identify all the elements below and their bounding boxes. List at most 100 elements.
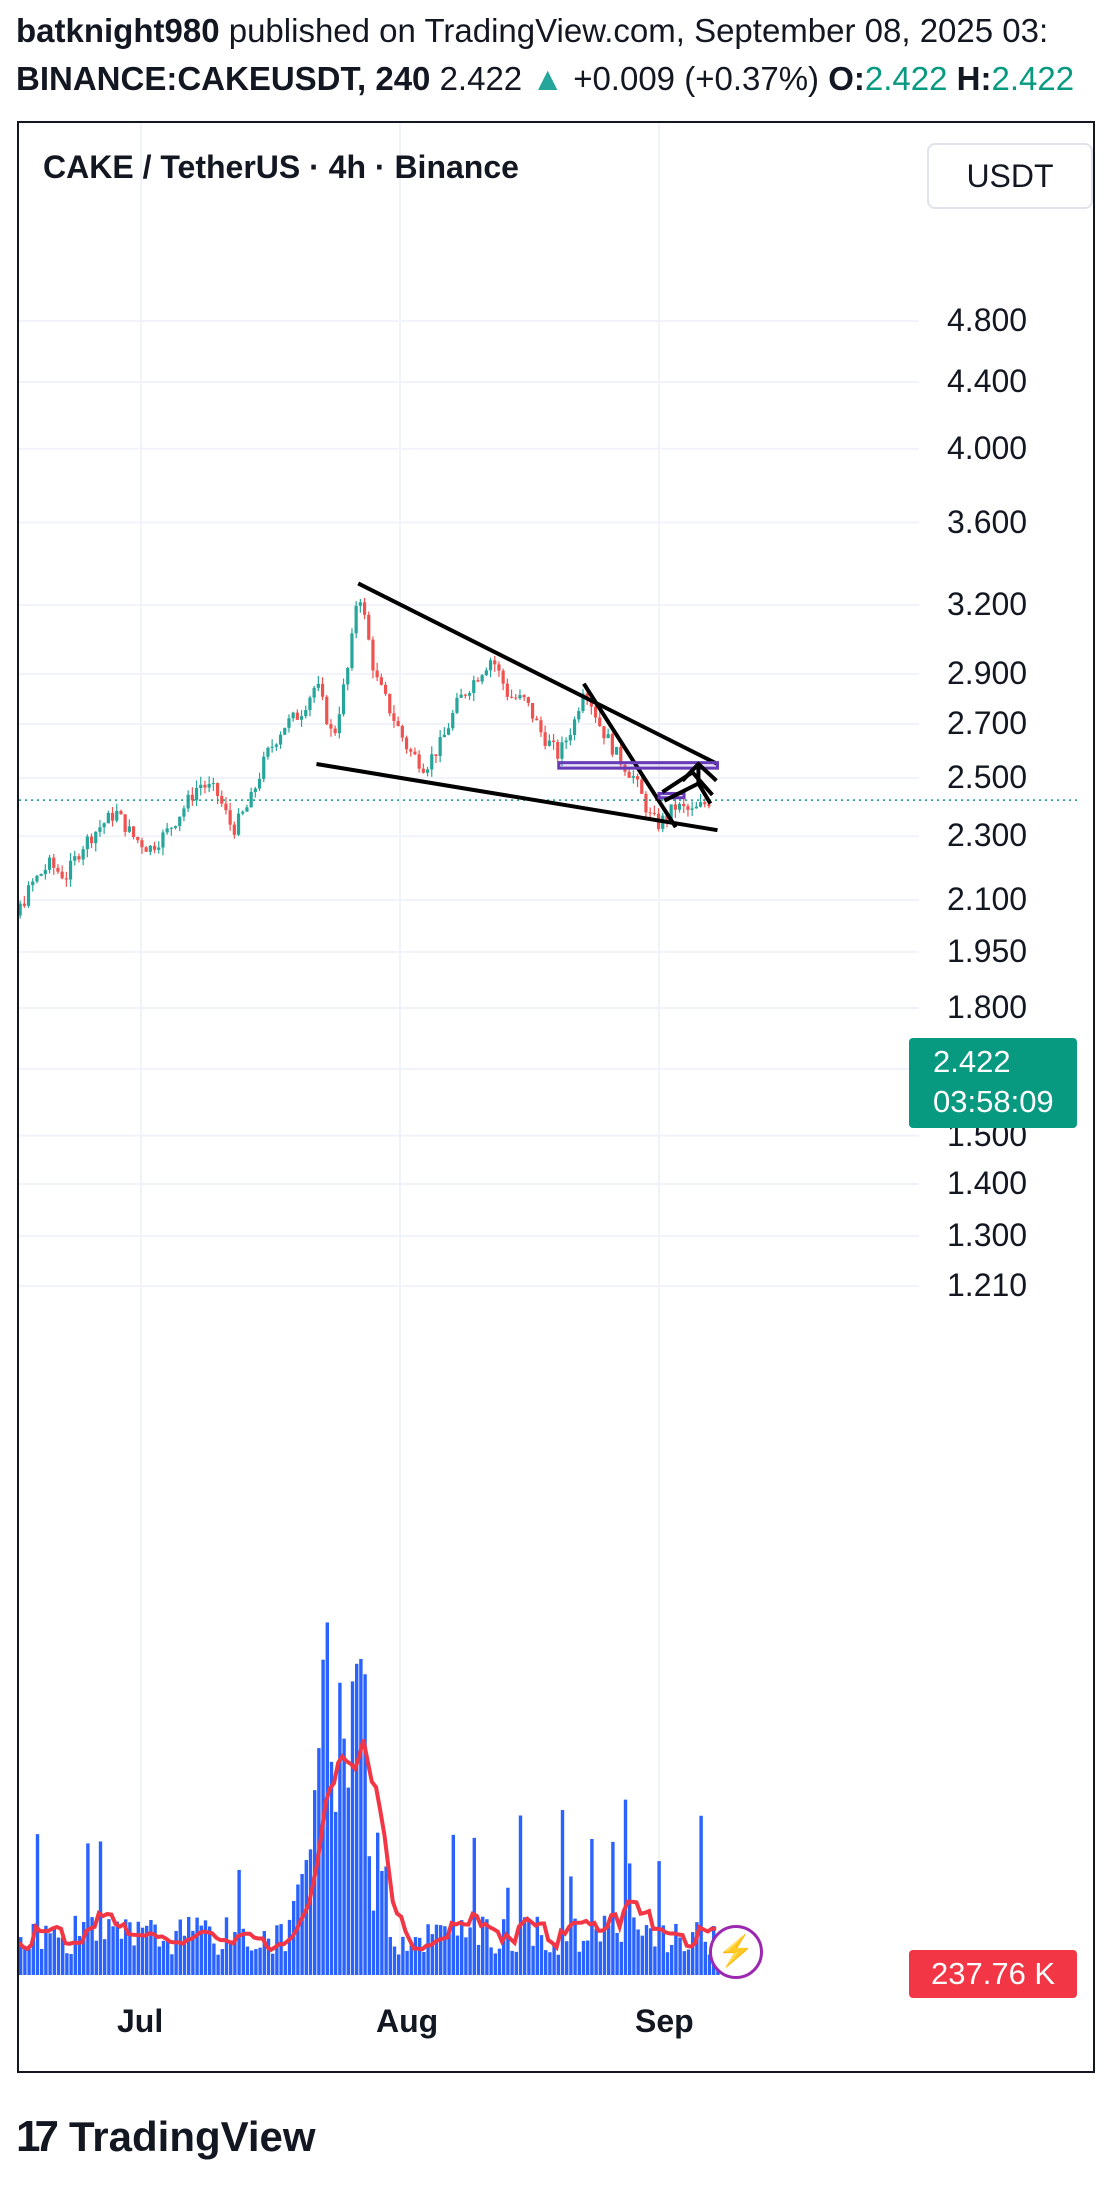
candle-body <box>211 783 215 785</box>
volume-bar <box>573 1918 577 1975</box>
price-chart[interactable] <box>19 123 1093 2071</box>
candle-body <box>635 776 640 780</box>
currency-selector[interactable]: USDT <box>927 143 1093 209</box>
volume-bar <box>577 1951 581 1975</box>
volume-bar <box>455 1935 460 1975</box>
candle-body <box>257 778 262 789</box>
upper-trendline[interactable] <box>357 581 719 766</box>
volume-bar <box>581 1940 586 1975</box>
candle-body <box>480 675 484 682</box>
candle-body <box>232 824 236 835</box>
volume-bar <box>208 1926 212 1975</box>
volume-bar <box>350 1681 355 1975</box>
candle-body <box>287 718 291 728</box>
candle-body <box>577 711 581 720</box>
candle-body <box>220 795 224 804</box>
candle-body <box>194 788 199 801</box>
author-name[interactable]: batknight980 <box>16 12 220 49</box>
open-label: O: <box>828 60 865 97</box>
candle-body <box>400 725 404 738</box>
candle-body <box>383 684 388 694</box>
candle-body <box>228 810 232 825</box>
candle-body <box>89 836 94 844</box>
candle-body <box>127 826 131 832</box>
volume-bar <box>472 1837 476 1975</box>
candle-body <box>619 746 623 765</box>
volume-bar <box>342 1738 346 1975</box>
volume-bar <box>506 1887 510 1975</box>
volume-bar <box>145 1925 149 1975</box>
candle-body <box>64 878 68 880</box>
candle-body <box>438 737 442 756</box>
candle-body <box>94 831 98 844</box>
price-tick-label: 2.300 <box>947 817 1028 854</box>
volume-bar <box>212 1943 216 1975</box>
chart-frame[interactable]: CAKE / TetherUS · 4h · Binance USDT 4.80… <box>17 121 1095 2073</box>
candle-body <box>665 815 669 820</box>
inner-trendline[interactable] <box>582 682 678 829</box>
publish-header: batknight980 published on TradingView.co… <box>16 12 1048 50</box>
volume-bar <box>191 1930 195 1975</box>
volume-bar <box>384 1866 388 1975</box>
candle-body <box>501 670 505 684</box>
volume-bar <box>397 1954 401 1975</box>
volume-bar <box>229 1940 233 1975</box>
lightning-icon[interactable]: ⚡ <box>709 1925 763 1979</box>
last-price-value: 2.422 <box>933 1044 1011 1079</box>
volume-bar <box>594 1928 598 1975</box>
volume-bar <box>73 1915 77 1975</box>
tradingview-logo-icon: 17 <box>16 2112 59 2161</box>
volume-bar <box>334 1811 338 1975</box>
volume-bar <box>132 1945 136 1975</box>
candle-body <box>56 867 60 872</box>
volume-bar <box>31 1923 35 1975</box>
candle-body <box>488 660 493 671</box>
volume-bar <box>539 1935 544 1975</box>
volume-bar <box>691 1932 695 1975</box>
volume-bar <box>254 1949 258 1975</box>
volume-bar <box>502 1919 506 1975</box>
candle-body <box>560 742 564 759</box>
volume-bar <box>703 1941 707 1975</box>
candle-body <box>392 713 396 721</box>
candle-body <box>140 840 144 848</box>
candle-body <box>52 857 56 868</box>
volume-bar <box>623 1799 628 1975</box>
candle-body <box>379 677 383 685</box>
candle-body <box>606 734 610 739</box>
volume-bar <box>140 1927 145 1975</box>
price-tick-label: 1.300 <box>947 1216 1028 1253</box>
up-arrow-icon: ▲ <box>531 60 565 97</box>
volume-bar <box>48 1933 52 1975</box>
volume-bar <box>161 1940 166 1975</box>
candle-body <box>467 693 472 696</box>
volume-bar <box>203 1920 208 1975</box>
volume-bar <box>670 1944 674 1975</box>
volume-bar <box>418 1937 422 1975</box>
volume-bar <box>430 1934 434 1975</box>
volume-bar <box>422 1952 426 1975</box>
price-tick-label: 3.200 <box>947 585 1028 622</box>
volume-bar <box>136 1921 140 1975</box>
volume-bar <box>426 1924 430 1975</box>
volume-bar <box>682 1951 686 1975</box>
lower-trendline[interactable] <box>316 762 718 833</box>
resistance-zone[interactable] <box>557 761 719 770</box>
candle-body <box>110 812 115 821</box>
candle-body <box>703 802 707 805</box>
volume-bar <box>695 1922 699 1975</box>
candle-body <box>98 827 102 832</box>
candle-body <box>102 823 106 828</box>
volume-bar <box>119 1938 124 1975</box>
volume-bar <box>665 1952 670 1975</box>
projection-arrow-head[interactable] <box>680 761 718 783</box>
candle-body <box>530 703 535 719</box>
candle-body <box>68 860 73 880</box>
volume-bar <box>556 1954 560 1975</box>
volume-bar <box>27 1948 31 1975</box>
volume-bar <box>678 1937 682 1975</box>
candle-body <box>136 837 140 841</box>
candle-body <box>451 712 455 729</box>
volume-bar <box>531 1945 535 1975</box>
volume-bar <box>220 1949 224 1975</box>
